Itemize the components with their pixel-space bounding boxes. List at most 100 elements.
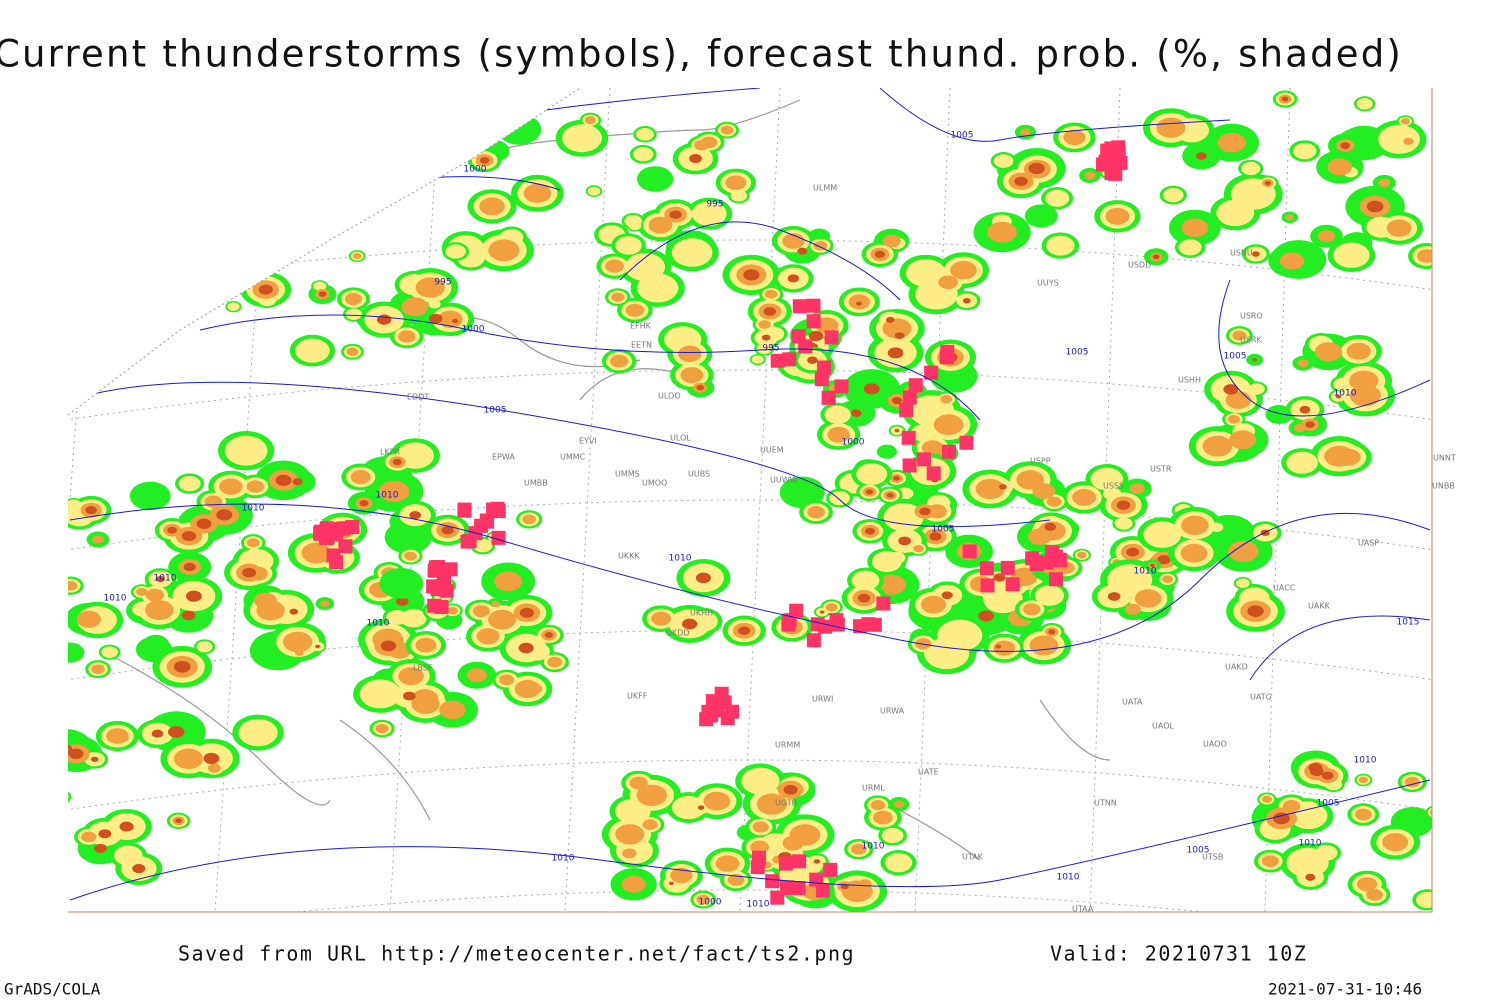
station-label: UAKK (1308, 602, 1331, 611)
thunderstorm-symbol (834, 379, 849, 394)
thunderstorm-symbol (427, 598, 442, 613)
thunderstorm-symbol (824, 330, 839, 345)
station-label: LKPR (380, 448, 401, 457)
thunderstorm-symbol (1096, 157, 1111, 172)
isobar-label: 1010 (1134, 567, 1157, 577)
probability-shade (1107, 592, 1121, 601)
probability-shade (119, 821, 134, 832)
probability-shade (227, 302, 240, 311)
station-label: UNNT (1433, 454, 1456, 463)
thunderstorm-symbol (939, 350, 954, 365)
probability-shade (547, 656, 563, 668)
probability-shade (764, 289, 778, 299)
station-label: UACC (1273, 584, 1296, 593)
probability-shade (101, 646, 118, 658)
station-label: UMOO (642, 479, 667, 488)
probability-shade (962, 297, 971, 304)
thunderstorm-symbol (480, 514, 495, 529)
probability-area (1251, 750, 1432, 911)
thunderstorm-symbol (457, 503, 472, 518)
probability-shade (1327, 158, 1353, 176)
probability-shade (313, 281, 327, 291)
probability-shade (1265, 404, 1293, 425)
thunderstorm-symbol (1053, 553, 1068, 568)
probability-shade (1333, 377, 1353, 391)
isobar (199, 314, 981, 421)
probability-shade (725, 175, 747, 191)
isobar-label: 1005 (1187, 846, 1210, 856)
probability-shade (441, 525, 454, 535)
station-label: UKFF (627, 692, 648, 701)
probability-shade (1229, 430, 1257, 450)
probability-shade (987, 221, 1017, 243)
thunderstorm-symbol (789, 603, 804, 618)
station-label: LBSF (413, 664, 433, 673)
probability-shade (167, 726, 185, 738)
probability-shade (865, 527, 875, 535)
probability-shade (584, 116, 597, 125)
probability-shade (824, 405, 851, 424)
probability-shade (1152, 254, 1160, 260)
probability-shade (1404, 776, 1420, 788)
probability-shade (1228, 540, 1259, 562)
probability-shade (1354, 808, 1372, 821)
probability-shade (789, 824, 821, 846)
station-label: UKDD (666, 629, 689, 638)
probability-shade (877, 574, 906, 595)
probability-shade (642, 819, 658, 830)
probability-shade (68, 743, 73, 756)
probability-shade (473, 538, 493, 553)
probability-shade (350, 470, 371, 485)
thunderstorm-symbol (979, 561, 994, 576)
isobar-label: 1000 (462, 325, 485, 335)
probability-shade (1324, 445, 1355, 467)
probability-shade (1028, 162, 1045, 175)
isobar-label: 995 (434, 278, 451, 288)
probability-shade (196, 641, 213, 653)
isobar-label: 1010 (1354, 756, 1377, 766)
thunderstorm-symbol (1111, 146, 1126, 161)
probability-shade (882, 318, 912, 339)
thunderstorm-symbol (902, 390, 917, 405)
probability-shade (938, 275, 958, 290)
coastline (339, 719, 431, 821)
probability-shade (283, 631, 313, 653)
probability-shade (378, 480, 410, 503)
thunderstorm-symbol (867, 617, 882, 632)
probability-shade (1321, 771, 1334, 780)
probability-shade (409, 511, 421, 520)
probability-shade (751, 355, 764, 364)
thunderstorm-symbol (876, 596, 891, 611)
isobar-label: 1000 (464, 165, 487, 175)
map-frame (68, 88, 1433, 913)
probability-shade (797, 247, 808, 255)
thunderstorm-symbol (899, 402, 914, 417)
thunderstorm-symbol (817, 360, 832, 375)
station-label: ULOL (670, 434, 691, 443)
station-label: UTSB (1202, 853, 1223, 862)
probability-shade (841, 880, 873, 903)
probability-shade (1217, 132, 1246, 153)
station-label: UUWW (770, 476, 798, 485)
station-label: UMMC (560, 453, 586, 462)
station-label: UMMS (615, 470, 640, 479)
thunderstorm-symbol (1005, 577, 1020, 592)
probability-shade (894, 332, 905, 339)
station-label: EFHK (630, 322, 652, 331)
probability-shade (1181, 218, 1209, 238)
thunderstorm-symbol (809, 872, 824, 887)
probability-shade (499, 674, 515, 686)
probability-shade (1180, 543, 1208, 563)
probability-shade (813, 859, 821, 864)
probability-shade (825, 603, 838, 612)
thunderstorm-symbol (791, 329, 806, 344)
probability-shade (346, 347, 359, 356)
isobar (69, 381, 1051, 528)
probability-shade (1314, 342, 1343, 362)
probability-shade (779, 476, 825, 509)
probability-shade (518, 642, 534, 654)
probability-shade (1029, 635, 1059, 656)
probability-shade (320, 600, 330, 607)
probability-shade (145, 600, 174, 621)
probability-shade (315, 644, 321, 649)
